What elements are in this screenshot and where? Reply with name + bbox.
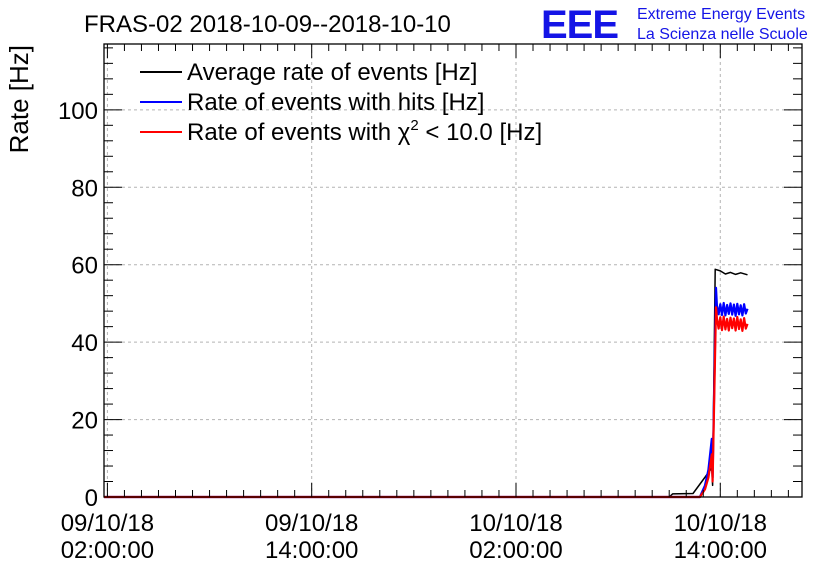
- y-tick-label: 100: [58, 98, 98, 125]
- y-tick-label: 60: [71, 253, 98, 280]
- chart-title: FRAS-02 2018-10-09--2018-10-10: [84, 11, 451, 38]
- legend-label-3: Rate of events with χ2 < 10.0 [Hz]: [187, 117, 542, 146]
- y-tick-label: 20: [71, 408, 98, 435]
- x-tick-label-time: 02:00:00: [469, 537, 562, 564]
- series-line-2: [104, 286, 749, 499]
- eee-logo: EEE Extreme Energy Events La Scienza nel…: [541, 3, 808, 47]
- x-tick-label-time: 02:00:00: [61, 537, 154, 564]
- y-tick-label: 40: [71, 330, 98, 357]
- eee-logo-line2: La Scienza nelle Scuole: [637, 26, 808, 43]
- series-layer: [104, 268, 749, 499]
- legend-label-1: Average rate of events [Hz]: [187, 59, 477, 86]
- plot-frame: [103, 43, 803, 498]
- legend: Average rate of events [Hz] Rate of event…: [140, 59, 542, 146]
- y-tick-label: 0: [85, 485, 98, 512]
- legend-label-2: Rate of events with hits [Hz]: [187, 89, 484, 116]
- x-tick-label-time: 14:00:00: [265, 537, 358, 564]
- grid: [104, 44, 802, 497]
- x-tick-label-date: 10/10/18: [674, 510, 767, 537]
- x-tick-label-time: 14:00:00: [674, 537, 767, 564]
- axes: [103, 43, 803, 498]
- x-tick-label-date: 09/10/18: [265, 510, 358, 537]
- series-line-3: [104, 306, 749, 499]
- y-tick-label: 80: [71, 175, 98, 202]
- x-tick-label-date: 09/10/18: [61, 510, 154, 537]
- tick-labels: 02040608010009/10/1802:00:0009/10/1814:0…: [58, 98, 767, 564]
- y-axis-label: Rate [Hz]: [4, 45, 34, 153]
- eee-logo-mark: EEE: [541, 3, 618, 47]
- x-tick-label-date: 10/10/18: [469, 510, 562, 537]
- eee-logo-line1: Extreme Energy Events: [637, 6, 805, 23]
- series-line-1: [104, 268, 748, 498]
